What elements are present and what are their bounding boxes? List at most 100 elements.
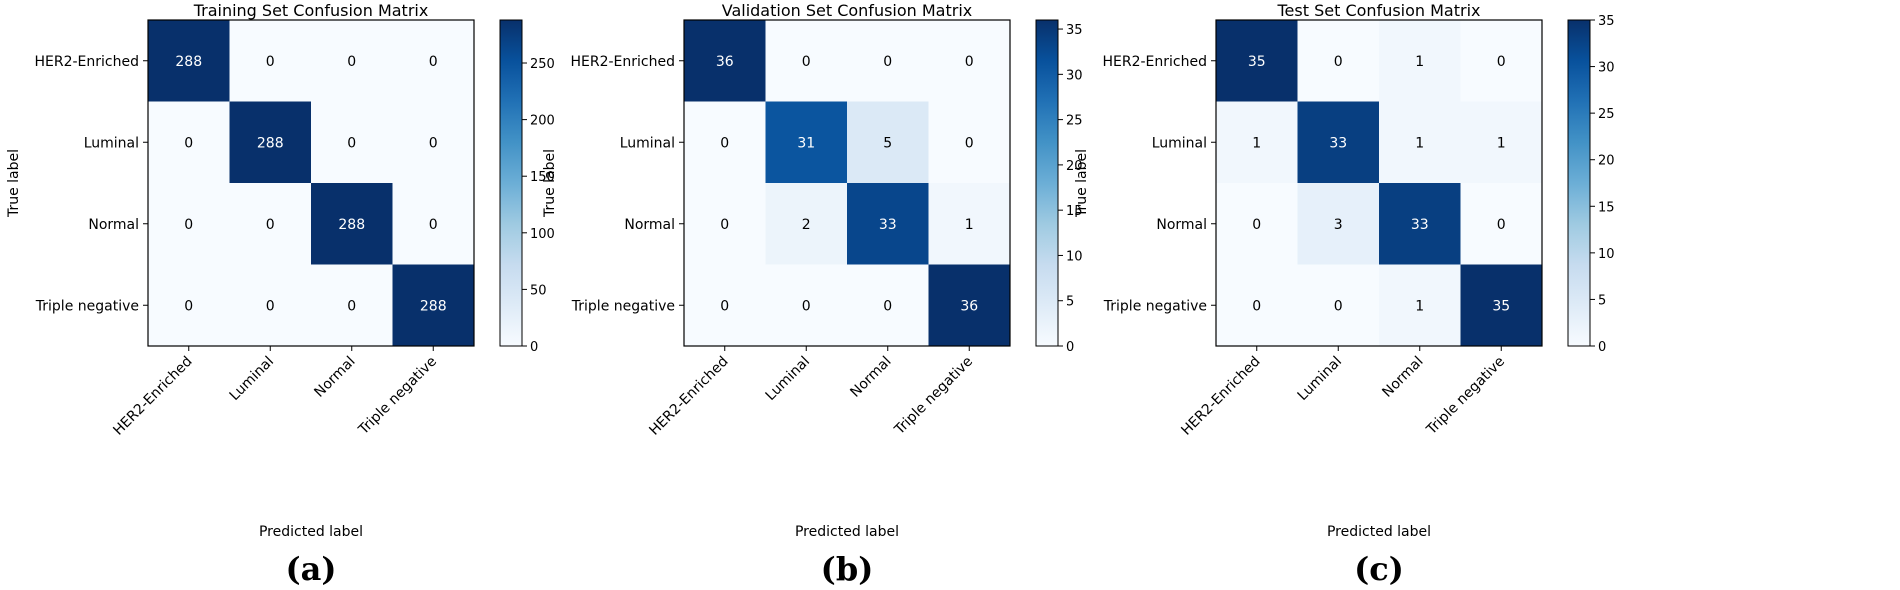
- matrix-frame: [147, 19, 475, 347]
- chart-title: Training Set Confusion Matrix: [193, 1, 429, 20]
- cell-value-label: 36: [716, 54, 734, 70]
- matrix-cell: [148, 183, 230, 265]
- matrix-cell: [1216, 101, 1298, 184]
- cell-value-label: 0: [1497, 54, 1506, 70]
- colorbar-tick-label: 150: [530, 170, 555, 185]
- matrix-cell: [1216, 20, 1298, 102]
- y-tick-label: Luminal: [1152, 135, 1207, 151]
- y-tick-label: Triple negative: [35, 298, 139, 314]
- matrix-cell: [392, 101, 475, 184]
- panel-letter: (c): [1354, 550, 1404, 588]
- x-axis-label: Predicted label: [795, 524, 899, 540]
- y-axis-label: True label: [542, 149, 558, 218]
- cell-value-label: 0: [1252, 217, 1261, 233]
- cell-value-label: 1: [1415, 54, 1424, 70]
- cell-value-label: 0: [720, 135, 729, 151]
- cell-value-label: 0: [720, 298, 729, 314]
- cell-value-label: 31: [797, 135, 815, 151]
- matrix-cell: [765, 264, 848, 347]
- matrix-cell: [928, 183, 1011, 265]
- cell-value-label: 0: [184, 135, 193, 151]
- matrix-cell: [928, 101, 1011, 184]
- colorbar: [1567, 19, 1591, 347]
- cell-value-label: 1: [1415, 298, 1424, 314]
- colorbar-tick-label: 15: [1598, 200, 1615, 215]
- matrix-cell: [1379, 264, 1461, 347]
- x-tick-label: HER2-Enriched: [646, 354, 731, 439]
- matrix-cell: [392, 183, 475, 265]
- y-tick-label: HER2-Enriched: [571, 54, 676, 70]
- colorbar-tick-label: 200: [530, 114, 555, 129]
- x-tick-label: Luminal: [1295, 354, 1345, 404]
- matrix-cell: [1460, 101, 1543, 184]
- cell-value-label: 0: [429, 54, 438, 70]
- cell-value-label: 1: [965, 217, 974, 233]
- cell-value-label: 3: [1334, 217, 1343, 233]
- x-tick-label: Luminal: [763, 354, 813, 404]
- cell-value-label: 0: [266, 298, 275, 314]
- colorbar-tick-label: 10: [1066, 249, 1083, 264]
- colorbar: [499, 19, 523, 347]
- matrix-cell: [765, 20, 848, 102]
- matrix-cell: [1297, 101, 1380, 184]
- cell-value-label: 0: [720, 217, 729, 233]
- chart-title: Test Set Confusion Matrix: [1277, 1, 1481, 20]
- confusion-matrix-panel-a: 288 0 0 0 0 288 0 0 0 0 288 0 0 0 0 288 Training Set Con…: [6, 1, 555, 588]
- matrix-cell: [847, 101, 929, 184]
- matrix-frame: [683, 19, 1011, 347]
- colorbar-tick-label: 10: [1598, 247, 1615, 262]
- matrix-cell: [1297, 264, 1380, 347]
- cell-value-label: 33: [1411, 217, 1429, 233]
- colorbar: [1035, 19, 1059, 347]
- chart-title: Validation Set Confusion Matrix: [722, 1, 973, 20]
- matrix-cell: [311, 183, 393, 265]
- colorbar-tick-label: 20: [1598, 154, 1615, 169]
- cell-value-label: 288: [338, 217, 365, 233]
- x-tick-label: Normal: [1379, 354, 1426, 401]
- x-tick-label: Luminal: [227, 354, 277, 404]
- cell-value-label: 0: [347, 135, 356, 151]
- matrix-cell: [1216, 183, 1298, 265]
- matrix-cell: [847, 183, 929, 265]
- matrix-cell: [684, 20, 766, 102]
- cell-value-label: 0: [1497, 217, 1506, 233]
- cell-value-label: 1: [1252, 135, 1261, 151]
- cell-value-label: 0: [266, 217, 275, 233]
- cell-value-label: 33: [1329, 135, 1347, 151]
- cell-value-label: 0: [429, 135, 438, 151]
- x-tick-label: HER2-Enriched: [110, 354, 195, 439]
- cell-value-label: 35: [1248, 54, 1266, 70]
- x-tick-label: Triple negative: [1423, 354, 1508, 439]
- matrix-cell: [1379, 20, 1461, 102]
- colorbar-tick-label: 0: [1598, 340, 1606, 355]
- matrix-cell: [1460, 20, 1543, 102]
- colorbar-tick-label: 50: [530, 283, 547, 298]
- matrix-cell: [684, 183, 766, 265]
- cell-value-label: 0: [1252, 298, 1261, 314]
- matrix-cell: [1297, 183, 1380, 265]
- colorbar-tick-label: 15: [1066, 204, 1083, 219]
- cell-value-label: 0: [965, 135, 974, 151]
- matrix-cell: [392, 264, 475, 347]
- y-tick-label: Triple negative: [1103, 298, 1207, 314]
- cell-value-label: 288: [175, 54, 202, 70]
- matrix-cell: [392, 20, 475, 102]
- matrix-cell: [229, 20, 312, 102]
- colorbar-tick-label: 35: [1066, 23, 1083, 38]
- cell-value-label: 0: [1334, 54, 1343, 70]
- matrix-frame: [1215, 19, 1543, 347]
- cell-value-label: 36: [960, 298, 978, 314]
- y-tick-label: Luminal: [84, 135, 139, 151]
- cell-value-label: 33: [879, 217, 897, 233]
- matrix-cell: [847, 20, 929, 102]
- colorbar-tick-label: 0: [530, 340, 538, 355]
- cell-value-label: 5: [883, 135, 892, 151]
- colorbar-tick-label: 100: [530, 227, 555, 242]
- matrix-cell: [311, 101, 393, 184]
- matrix-cell: [1216, 264, 1298, 347]
- x-tick-label: Normal: [847, 354, 894, 401]
- y-axis-label: True label: [1074, 149, 1090, 218]
- colorbar-tick-label: 25: [1598, 107, 1615, 122]
